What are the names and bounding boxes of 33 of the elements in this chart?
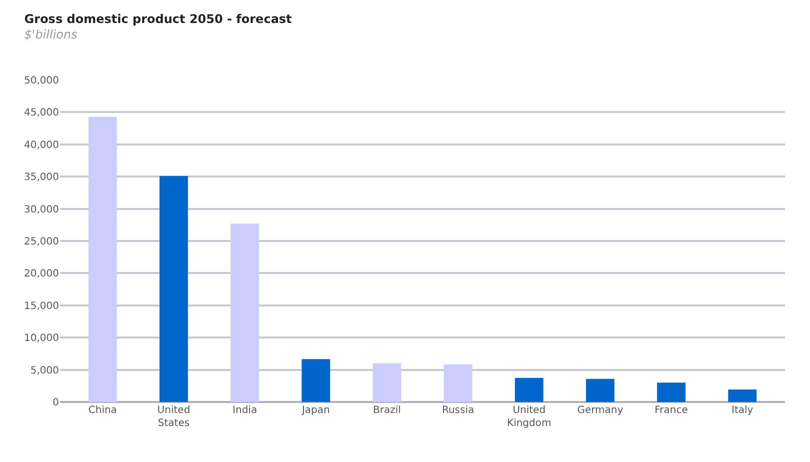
x-tick-label: Japan: [300, 405, 330, 416]
x-tick-label: China: [88, 405, 117, 416]
bar: [514, 378, 544, 402]
y-tick-label: 0: [52, 398, 59, 408]
y-tick-label: 15,000: [24, 300, 59, 312]
y-tick-label: 10,000: [24, 333, 59, 344]
chart-title: Gross domestic product 2050 - forecast: [24, 12, 292, 26]
x-tick-label: Germany: [577, 405, 624, 416]
bar: [302, 359, 330, 402]
y-tick-label: 20,000: [24, 268, 59, 280]
bar: [657, 382, 686, 402]
bar: [230, 224, 260, 402]
y-tick-label: 35,000: [24, 172, 59, 184]
bar: [160, 176, 188, 402]
bar: [586, 378, 614, 402]
bar: [444, 364, 472, 402]
chart-subtitle: $'billions: [24, 28, 78, 42]
y-tick-label: 50,000: [24, 76, 59, 86]
x-tick-label: Italy: [732, 405, 754, 416]
x-tick-label: France: [654, 405, 688, 416]
bar: [728, 389, 757, 402]
x-tick-label: Russia: [442, 405, 474, 416]
y-tick-label: 5,000: [30, 365, 59, 376]
x-tick-label: India: [232, 405, 258, 416]
x-tick-label: United Kingdom: [507, 405, 552, 429]
y-tick-label: 45,000: [24, 108, 59, 119]
y-tick-label: 30,000: [24, 204, 59, 216]
y-tick-label: 40,000: [24, 140, 59, 151]
bar: [88, 116, 117, 402]
bar: [372, 363, 402, 402]
x-tick-label: Brazil: [373, 405, 401, 416]
y-tick-label: 25,000: [24, 236, 59, 248]
x-tick-label: United States: [157, 405, 190, 429]
